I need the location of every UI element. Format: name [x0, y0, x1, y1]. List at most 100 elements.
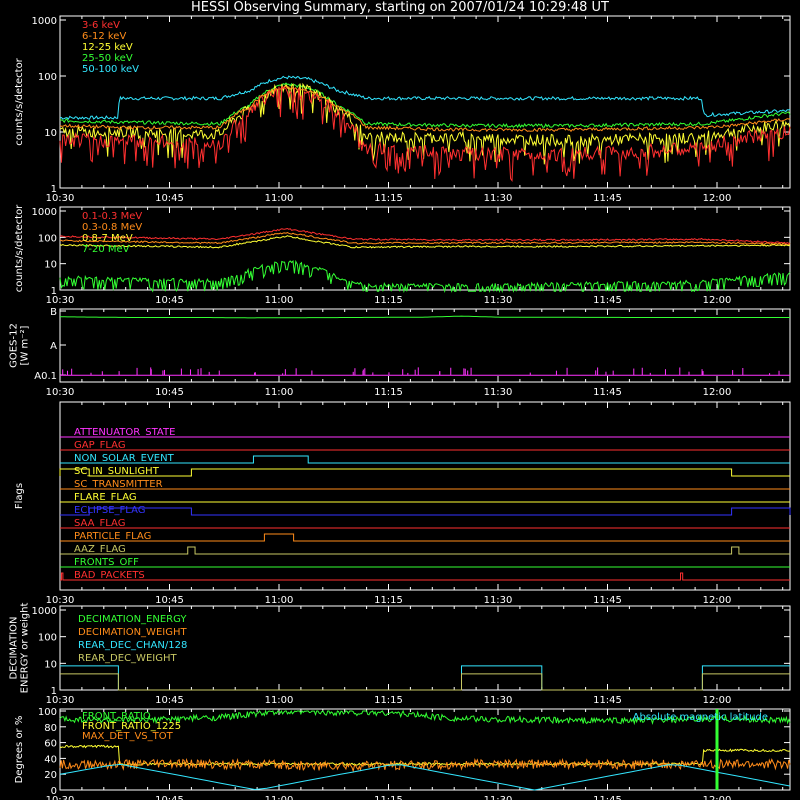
legend-entry: 7-20 MeV	[82, 244, 130, 255]
x-tick-label: 12:00	[703, 595, 732, 606]
x-tick-label: 11:15	[374, 695, 403, 706]
y-tick-label: 1000	[32, 207, 57, 218]
flag-label: FRONTS_OFF	[74, 557, 139, 568]
x-tick-label: 11:45	[593, 295, 622, 306]
flag-label: SC_IN_SUNLIGHT	[74, 466, 160, 477]
y-tick-label: 20	[44, 770, 57, 781]
y-tick-label: 80	[44, 723, 57, 734]
legend-entry: FRONT_RATIO	[82, 711, 151, 722]
y-tick-label: 1	[51, 286, 57, 297]
x-tick-label: 10:45	[155, 193, 184, 204]
x-tick-label: 11:00	[265, 795, 294, 800]
y-tick-label: A	[50, 341, 57, 352]
series-line	[59, 82, 791, 129]
x-tick-label: 10:45	[155, 387, 184, 398]
y-tick-label: A0.1	[34, 371, 57, 382]
flag-label: ECLIPSE_FLAG	[74, 505, 145, 516]
high-energy-panel: 10:30 10:45 11:00 11:15 11:30 11:45 12:00 1 10 10…	[14, 204, 791, 306]
y-tick-label: 10	[44, 128, 57, 139]
legend-entry: 3-6 keV	[82, 20, 120, 31]
x-tick-label: 12:00	[703, 295, 732, 306]
y-tick-label: 1000	[32, 606, 57, 617]
legend-entry: 6-12 keV	[82, 31, 126, 42]
x-tick-label: 11:15	[374, 595, 403, 606]
x-tick-label: 12:00	[703, 387, 732, 398]
chart-title: HESSI Observing Summary, starting on 200…	[191, 0, 609, 15]
y-tick-label: B	[50, 307, 57, 318]
low-energy-panel: 10:30 10:45 11:00 11:15 11:30 11:45 12:00 1 10 10…	[14, 15, 791, 204]
x-tick-label: 12:00	[703, 795, 732, 800]
flag-label: SAA_FLAG	[74, 518, 125, 529]
flag-label: NON_SOLAR_EVENT	[74, 453, 175, 464]
x-tick-label: 12:00	[703, 695, 732, 706]
ratios-frame	[59, 708, 791, 791]
y-axis-label: ENERGY or weight	[20, 603, 31, 694]
x-tick-label: 11:45	[593, 695, 622, 706]
y-tick-label: 1	[51, 184, 57, 195]
y-tick-label: 1	[51, 686, 57, 697]
flag-label: ATTENUATOR_STATE	[74, 427, 175, 438]
legend-entry: 50-100 keV	[82, 64, 139, 75]
x-tick-label: 10:30	[46, 695, 75, 706]
panels: 10:30 10:45 11:00 11:15 11:30 11:45 12:0011010…	[9, 15, 791, 800]
y-axis-label: counts/s/detector	[14, 204, 25, 292]
legend-entry: 0.8-7 MeV	[82, 233, 133, 244]
goes-panel: 10:30 10:45 11:00 11:15 11:30 11:45 12:00 B A A0.…	[9, 307, 791, 398]
decimation-panel: 10:30 10:45 11:00 11:15 11:30 11:45 12:00 1 10 10…	[9, 603, 791, 706]
x-tick-label: 11:45	[593, 795, 622, 800]
legend-entry: DECIMATION_ENERGY	[78, 614, 187, 625]
flag-label: GAP_FLAG	[74, 440, 126, 451]
y-tick-label: 10	[44, 659, 57, 670]
flag-label: FLARE_FLAG	[74, 492, 137, 503]
y-tick-label: 100	[38, 233, 57, 244]
x-tick-label: 11:15	[374, 193, 403, 204]
x-tick-label: 11:00	[265, 387, 294, 398]
flag-line	[60, 533, 790, 542]
y-tick-label: 10	[44, 260, 57, 271]
y-tick-label: 40	[44, 754, 57, 765]
flag-label: SC_TRANSMITTER	[74, 479, 163, 490]
annotation-label: Absolute magnetic latitude	[633, 712, 768, 723]
legend-entry: REAR_DEC_CHAN/128	[78, 640, 187, 651]
x-tick-label: 10:45	[155, 795, 184, 800]
series-line	[59, 227, 791, 245]
legend-entry: REAR_DEC_WEIGHT	[78, 653, 177, 664]
series-line	[60, 673, 790, 691]
goes-frame	[59, 308, 791, 383]
flag-label: PARTICLE_FLAG	[74, 531, 151, 542]
x-tick-label: 11:15	[374, 295, 403, 306]
y-axis-label: GOES-12	[9, 323, 20, 368]
legend-entry: FRONT_RATIO_1225	[82, 721, 181, 732]
flag-line	[60, 507, 791, 516]
x-tick-label: 10:30	[46, 193, 75, 204]
y-axis-label: DECIMATION	[9, 616, 20, 679]
flag-line	[59, 468, 790, 477]
x-tick-label: 10:30	[46, 387, 75, 398]
y-tick-label: 0	[51, 786, 57, 797]
x-tick-label: 11:00	[265, 295, 294, 306]
x-tick-label: 11:45	[593, 387, 622, 398]
x-tick-label: 11:30	[484, 387, 513, 398]
series-line	[59, 75, 791, 120]
x-tick-label: 11:45	[593, 193, 622, 204]
flags-panel: 10:30 10:45 11:00 11:15 11:30 11:45 12:00 Flags…	[14, 401, 791, 606]
legend-entry: 0.3-0.8 MeV	[82, 222, 142, 233]
series-line	[59, 232, 791, 246]
series-line	[59, 235, 790, 249]
x-tick-label: 11:30	[484, 695, 513, 706]
x-tick-label: 11:30	[484, 795, 513, 800]
x-tick-label: 10:45	[155, 695, 184, 706]
x-tick-label: 11:45	[593, 595, 622, 606]
y-tick-label: 100	[38, 72, 57, 83]
x-tick-label: 10:45	[155, 295, 184, 306]
x-tick-label: 11:30	[484, 193, 513, 204]
y-tick-label: 60	[44, 739, 57, 750]
flag-label: AAZ_FLAG	[74, 544, 126, 555]
series-line	[59, 85, 791, 133]
legend-entry: 12-25 keV	[82, 42, 133, 53]
x-tick-label: 10:45	[155, 595, 184, 606]
legend-entry: DECIMATION_WEIGHT	[78, 627, 187, 638]
y-tick-label: 100	[38, 707, 57, 718]
x-tick-label: 10:30	[46, 795, 75, 800]
x-tick-label: 11:30	[484, 595, 513, 606]
